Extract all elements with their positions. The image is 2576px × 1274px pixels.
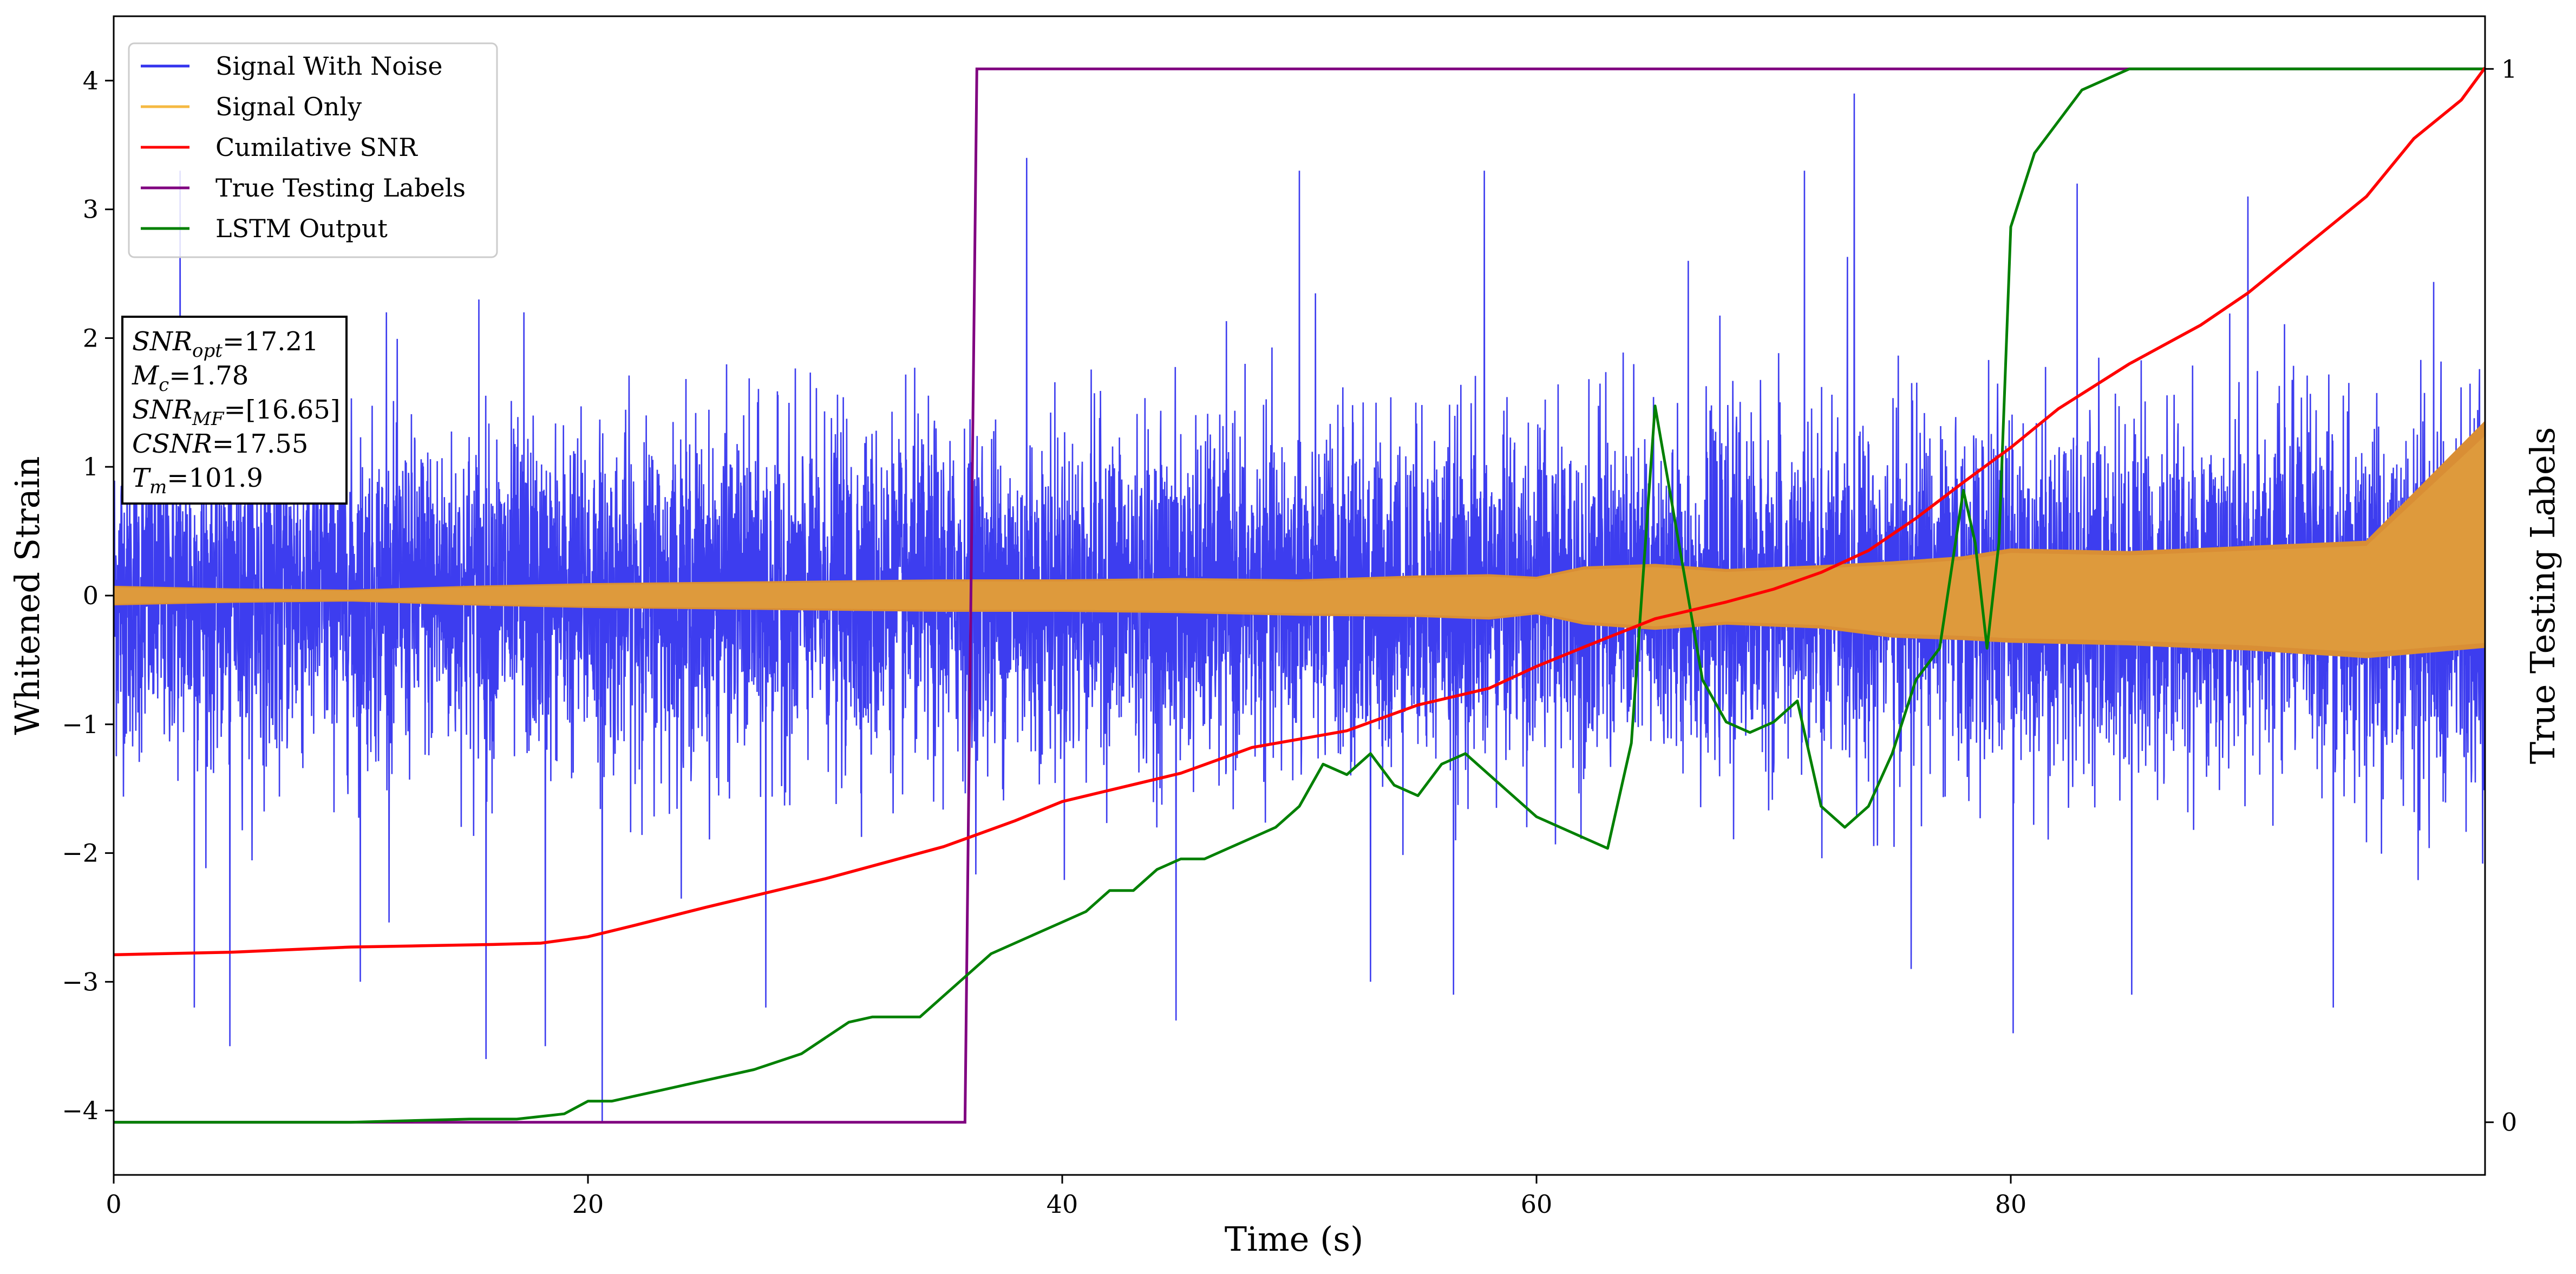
legend-label: Signal With Noise bbox=[215, 51, 442, 81]
legend-label: True Testing Labels bbox=[215, 173, 466, 202]
y-tick-label: −3 bbox=[62, 967, 99, 996]
y-right-tick-label: 1 bbox=[2501, 54, 2517, 83]
legend-label: LSTM Output bbox=[215, 214, 388, 243]
legend-box bbox=[128, 42, 498, 258]
x-tick-label: 0 bbox=[106, 1190, 121, 1219]
parameter-annotation-box: SNRopt=17.21Mc=1.78SNRMF=[16.65]CSNR=17.… bbox=[121, 316, 348, 505]
y-tick-label: −1 bbox=[62, 710, 99, 739]
legend-label: Signal Only bbox=[215, 92, 362, 121]
x-tick-label: 20 bbox=[572, 1190, 604, 1219]
signal-only-series bbox=[114, 420, 2485, 658]
signal-with-noise-series bbox=[114, 93, 2485, 1123]
y-tick-label: 3 bbox=[83, 195, 99, 224]
lstm-output-series bbox=[114, 67, 2485, 1124]
y-right-tick-label: 0 bbox=[2501, 1108, 2517, 1137]
y-axis-right: 01 bbox=[2485, 54, 2517, 1137]
y-axis-title: Whitened Strain bbox=[8, 456, 47, 735]
true-testing-labels-series bbox=[114, 67, 2485, 1124]
annotation-line: SNRopt=17.21 bbox=[132, 326, 319, 362]
y-axis-right-title: True Testing Labels bbox=[2523, 427, 2562, 765]
annotation-line: Tm=101.9 bbox=[132, 463, 263, 498]
x-axis-title: Time (s) bbox=[1225, 1219, 1364, 1259]
x-axis: 0 20 40 60 80 bbox=[106, 1175, 2026, 1219]
cumulative-snr-series bbox=[114, 67, 2485, 957]
legend: Signal With Noise Signal Only Cumilative S… bbox=[128, 42, 498, 258]
y-tick-label: −4 bbox=[62, 1096, 99, 1125]
y-tick-label: 1 bbox=[83, 452, 99, 481]
true-testing-labels-line bbox=[114, 67, 2485, 1124]
cumulative-snr-line bbox=[114, 67, 2485, 957]
x-tick-label: 60 bbox=[1521, 1190, 1553, 1219]
annotation-box bbox=[121, 316, 348, 505]
legend-label: Cumilative SNR bbox=[215, 133, 418, 162]
y-axis-left: −4 −3 −2 −1 0 1 2 3 4 bbox=[62, 66, 114, 1125]
y-tick-label: 2 bbox=[83, 323, 99, 352]
annotation-line: Mc=1.78 bbox=[132, 361, 249, 396]
signal-only-line bbox=[114, 435, 2485, 653]
x-tick-label: 80 bbox=[1995, 1190, 2027, 1219]
y-tick-label: 4 bbox=[83, 66, 99, 95]
lstm-output-line bbox=[114, 67, 2485, 1124]
y-tick-label: 0 bbox=[83, 581, 99, 610]
annotation-line: SNRMF=[16.65] bbox=[132, 395, 341, 430]
annotation-line: CSNR=17.55 bbox=[132, 429, 308, 459]
y-tick-label: −2 bbox=[62, 839, 99, 868]
signal-with-noise-line bbox=[114, 93, 2485, 1123]
plot-area bbox=[114, 67, 2485, 1124]
x-tick-label: 40 bbox=[1047, 1190, 1078, 1219]
